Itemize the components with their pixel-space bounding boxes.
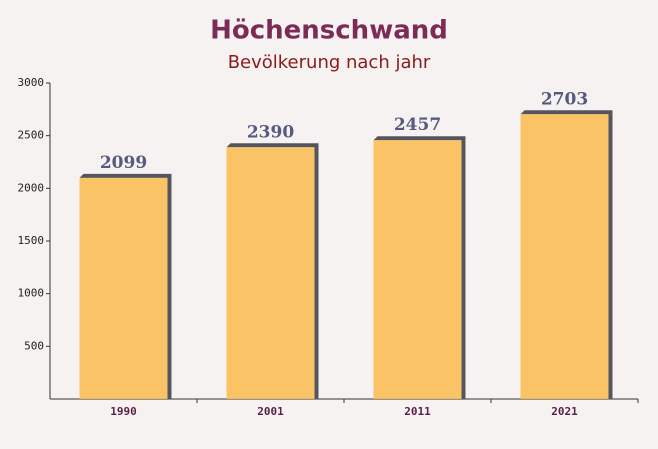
bar (373, 140, 462, 400)
x-tick-label: 2011 (404, 405, 431, 418)
y-tick-label: 1500 (18, 234, 45, 247)
chart-title: Höchenschwand (210, 16, 448, 46)
x-tick-label: 2001 (257, 405, 284, 418)
y-tick-label: 2000 (18, 181, 45, 194)
x-tick-label: 2021 (551, 405, 578, 418)
value-label: 2457 (394, 115, 441, 135)
chart-subtitle: Bevölkerung nach jahr (228, 52, 431, 73)
bar (79, 177, 168, 399)
y-tick-label: 1000 (18, 287, 45, 300)
bar (520, 114, 609, 399)
value-label: 2099 (100, 153, 147, 173)
value-label: 2390 (247, 122, 294, 142)
x-tick-label: 1990 (110, 405, 137, 418)
bar (226, 147, 315, 399)
y-tick-label: 3000 (18, 76, 45, 89)
y-tick-label: 2500 (18, 129, 45, 142)
y-tick-label: 500 (24, 339, 44, 352)
value-label: 2703 (541, 89, 588, 109)
